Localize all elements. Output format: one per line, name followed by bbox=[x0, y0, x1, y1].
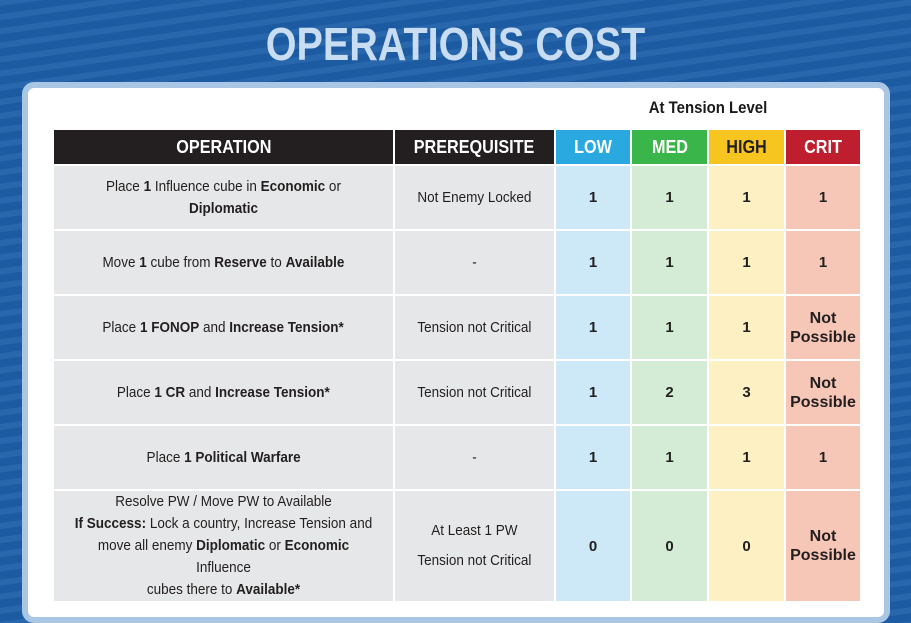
low-cost-cell: 1 bbox=[556, 426, 630, 489]
high-cost-cell: 1 bbox=[709, 426, 784, 489]
low-cost-cell: 0 bbox=[556, 491, 630, 601]
med-cost-cell: 1 bbox=[632, 296, 707, 359]
med-cost-cell: 1 bbox=[632, 426, 707, 489]
high-cost-cell: 0 bbox=[709, 491, 784, 601]
operation-cell: Move 1 cube from Reserve to Available bbox=[54, 231, 393, 294]
prerequisite-cell: - bbox=[395, 231, 554, 294]
high-cost-cell: 1 bbox=[709, 296, 784, 359]
operation-cell: Place 1 CR and Increase Tension* bbox=[54, 361, 393, 424]
table-row: Place 1 Influence cube in Economic or Di… bbox=[54, 166, 860, 229]
table-row: Place 1 CR and Increase Tension* Tension… bbox=[54, 361, 860, 424]
header-row: OPERATION PREREQUISITE LOW MED HIGH CRIT bbox=[54, 130, 860, 164]
header-med: MED bbox=[632, 130, 707, 164]
crit-cost-cell: Not Possible bbox=[786, 491, 860, 601]
prerequisite-cell: Not Enemy Locked bbox=[395, 166, 554, 229]
prerequisite-cell: Tension not Critical bbox=[395, 361, 554, 424]
crit-cost-cell: Not Possible bbox=[786, 296, 860, 359]
operation-cell: Place 1 Political Warfare bbox=[54, 426, 393, 489]
header-prerequisite: PREREQUISITE bbox=[395, 130, 554, 164]
prerequisite-cell: Tension not Critical bbox=[395, 296, 554, 359]
prerequisite-cell: At Least 1 PW Tension not Critical bbox=[395, 491, 554, 601]
tension-level-label: At Tension Level bbox=[648, 98, 768, 117]
low-cost-cell: 1 bbox=[556, 296, 630, 359]
header-crit: CRIT bbox=[786, 130, 860, 164]
high-cost-cell: 1 bbox=[709, 166, 784, 229]
page-title: OPERATIONS COST bbox=[265, 18, 646, 70]
operation-cell: Place 1 FONOP and Increase Tension* bbox=[54, 296, 393, 359]
med-cost-cell: 2 bbox=[632, 361, 707, 424]
header-low: LOW bbox=[556, 130, 630, 164]
crit-cost-cell: Not Possible bbox=[786, 361, 860, 424]
high-cost-cell: 1 bbox=[709, 231, 784, 294]
operation-cell: Place 1 Influence cube in Economic or Di… bbox=[54, 166, 393, 229]
table-row: Move 1 cube from Reserve to Available - … bbox=[54, 231, 860, 294]
table-row: Place 1 FONOP and Increase Tension* Tens… bbox=[54, 296, 860, 359]
operation-cell: Resolve PW / Move PW to Available If Suc… bbox=[54, 491, 393, 601]
prerequisite-cell: - bbox=[395, 426, 554, 489]
med-cost-cell: 1 bbox=[632, 166, 707, 229]
table-row: Resolve PW / Move PW to Available If Suc… bbox=[54, 491, 860, 601]
header-high: HIGH bbox=[709, 130, 784, 164]
crit-cost-cell: 1 bbox=[786, 166, 860, 229]
crit-cost-cell: 1 bbox=[786, 426, 860, 489]
low-cost-cell: 1 bbox=[556, 231, 630, 294]
low-cost-cell: 1 bbox=[556, 166, 630, 229]
crit-cost-cell: 1 bbox=[786, 231, 860, 294]
high-cost-cell: 3 bbox=[709, 361, 784, 424]
med-cost-cell: 0 bbox=[632, 491, 707, 601]
header-operation: OPERATION bbox=[54, 130, 393, 164]
operations-cost-table: OPERATION PREREQUISITE LOW MED HIGH CRIT… bbox=[52, 128, 862, 603]
table-row: Place 1 Political Warfare - 1 1 1 1 bbox=[54, 426, 860, 489]
med-cost-cell: 1 bbox=[632, 231, 707, 294]
low-cost-cell: 1 bbox=[556, 361, 630, 424]
